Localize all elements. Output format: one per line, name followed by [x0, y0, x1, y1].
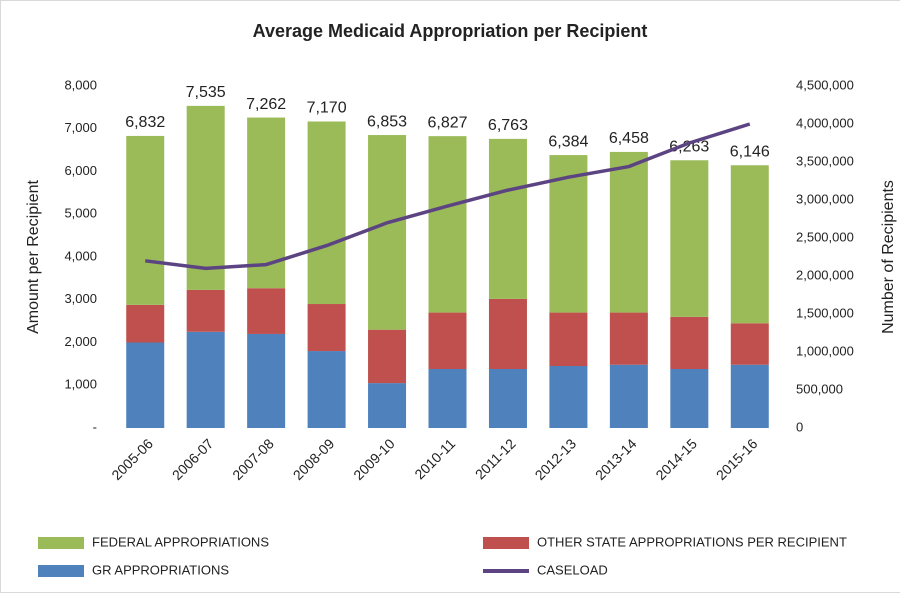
line-series: [145, 122, 751, 271]
bar-segment: [247, 288, 286, 334]
total-label: 6,384: [548, 133, 588, 150]
bar-segment: [549, 366, 588, 428]
bar-segment: [247, 333, 286, 428]
total-label: 6,263: [669, 138, 709, 155]
y2-tick-label: 3,500,000: [796, 153, 854, 168]
x-tick-label: 2009-10: [350, 435, 398, 483]
x-tick-label: 2011-12: [472, 435, 519, 482]
bar-segment: [609, 151, 648, 313]
total-label: 7,262: [246, 96, 286, 113]
total-label: 6,763: [488, 117, 528, 134]
x-tick-label: 2013-14: [592, 435, 640, 483]
bar-segment: [126, 304, 165, 343]
x-tick-label: 2015-16: [713, 435, 761, 483]
legend-label: GR APPROPRIATIONS: [92, 562, 229, 577]
bar-segment: [549, 312, 588, 367]
total-label: 6,827: [427, 114, 467, 131]
bar-segment: [428, 136, 467, 313]
bar-segment: [186, 331, 225, 428]
bar-segment: [488, 369, 527, 428]
legend-swatch: [38, 537, 84, 549]
x-tick-label: 2007-08: [229, 435, 277, 483]
y-tick-label: 3,000: [64, 291, 97, 306]
bar-segment: [428, 312, 467, 370]
total-label: 6,146: [730, 143, 770, 160]
legend-swatch: [483, 537, 529, 549]
y-tick-label: 7,000: [64, 120, 97, 135]
bar-segment: [670, 160, 709, 317]
bar-segment: [126, 342, 165, 428]
x-tick-label: 2012-13: [531, 435, 579, 483]
x-tick-label: 2008-09: [290, 435, 338, 483]
bar-segment: [307, 351, 346, 428]
y2-tick-label: 4,000,000: [796, 115, 854, 130]
legend-swatch: [38, 565, 84, 577]
bar-segment: [368, 383, 407, 428]
y2-axis-title: Number of Recipients: [880, 180, 897, 334]
y2-tick-label: 1,500,000: [796, 305, 854, 320]
y-tick-label: 2,000: [64, 334, 97, 349]
bar-segment: [488, 138, 527, 299]
x-tick-label: 2010-11: [411, 435, 458, 482]
y-tick-label: 6,000: [64, 163, 97, 178]
y2-tick-label: 500,000: [796, 381, 843, 396]
y-tick-label: 1,000: [64, 377, 97, 392]
bar-segment: [730, 364, 769, 428]
y2-tick-label: 4,500,000: [796, 77, 854, 92]
bar-segment: [670, 369, 709, 428]
total-label: 6,458: [609, 130, 649, 147]
y-tick-label: 5,000: [64, 206, 97, 221]
x-tick-label: 2006-07: [169, 435, 217, 483]
x-tick-label: 2005-06: [108, 435, 156, 483]
y-tick-label: 4,000: [64, 248, 97, 263]
bar-segment: [368, 329, 407, 384]
legend-label: FEDERAL APPROPRIATIONS: [92, 534, 269, 549]
y-axis-title: Amount per Recipient: [25, 180, 42, 334]
legend-label: OTHER STATE APPROPRIATIONS PER RECIPIENT: [537, 534, 847, 549]
chart-title: Average Medicaid Appropriation per Recip…: [253, 21, 648, 41]
bar-segment: [488, 298, 527, 370]
y2-tick-label: 1,000,000: [796, 343, 854, 358]
x-tick-label: 2014-15: [652, 435, 700, 483]
y2-tick-label: 3,000,000: [796, 191, 854, 206]
y2-tick-label: 0: [796, 419, 803, 434]
total-label: 7,170: [307, 100, 347, 117]
bar-segment: [307, 304, 346, 352]
bar-segment: [126, 135, 165, 305]
bar-segment: [609, 364, 648, 428]
bar-segment: [670, 316, 709, 370]
bar-segment: [368, 135, 407, 330]
bar-segment: [730, 165, 769, 324]
total-label: 6,853: [367, 113, 407, 130]
bar-segment: [186, 105, 225, 290]
bar-segment: [247, 117, 286, 289]
bar-segment: [186, 289, 225, 332]
y2-tick-label: 2,500,000: [796, 229, 854, 244]
bar-segment: [428, 369, 467, 428]
y-tick-label: -: [93, 419, 97, 434]
bar-segment: [307, 121, 346, 305]
bar-segment: [730, 323, 769, 365]
legend-label: CASELOAD: [537, 562, 608, 577]
total-label: 6,832: [125, 114, 165, 131]
total-label: 7,535: [186, 84, 226, 101]
y-tick-label: 8,000: [64, 77, 97, 92]
bar-segment: [609, 312, 648, 365]
y2-tick-label: 2,000,000: [796, 267, 854, 282]
